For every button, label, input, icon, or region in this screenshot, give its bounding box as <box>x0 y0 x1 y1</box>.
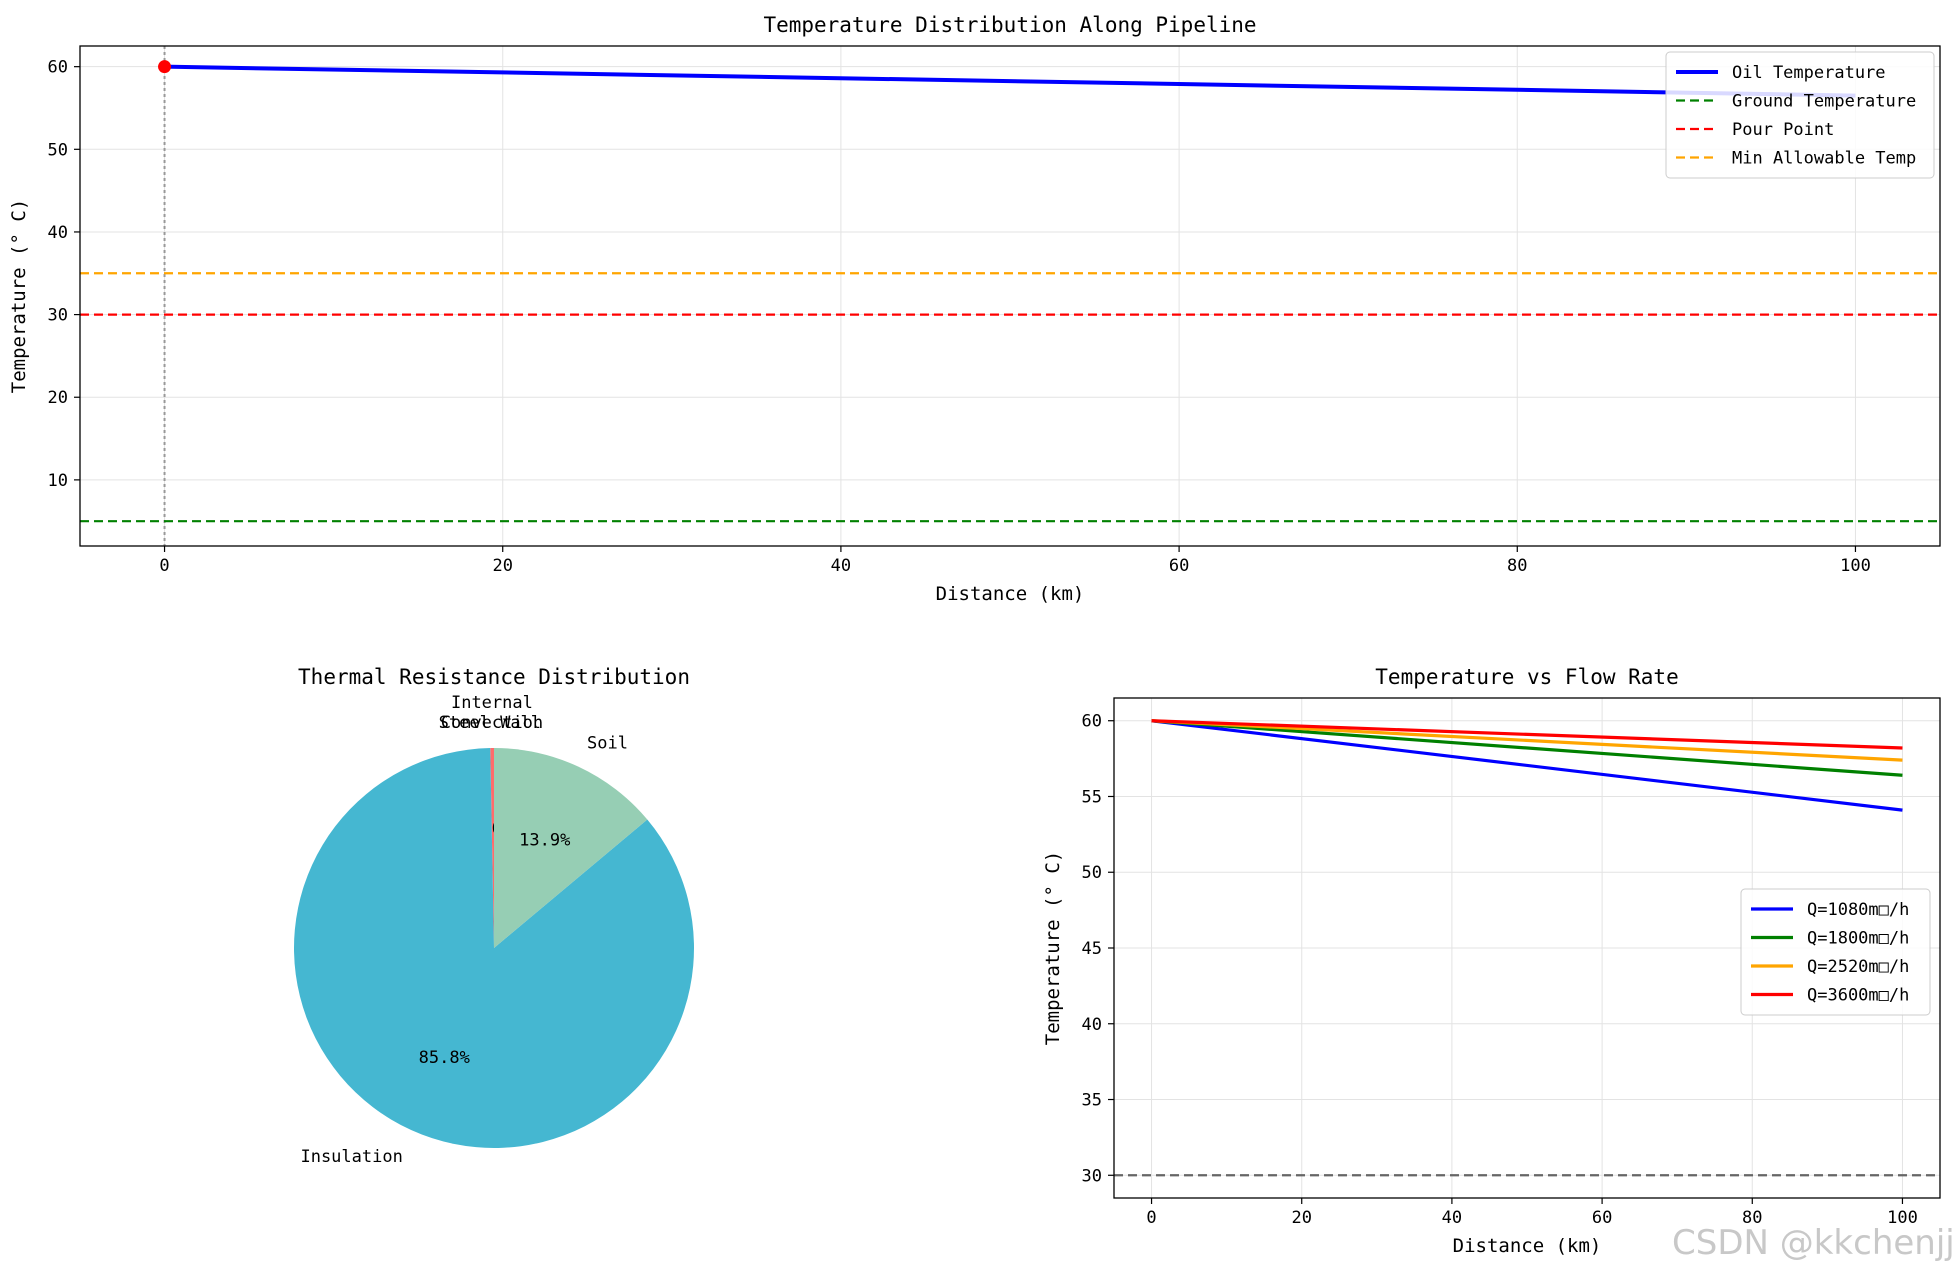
chart-title: Temperature vs Flow Rate <box>1375 665 1678 689</box>
y-axis-label: Temperature (° C) <box>8 199 30 393</box>
y-tick-label: 40 <box>48 223 68 243</box>
pie-category-label: Insulation <box>300 1147 402 1167</box>
legend-label: Oil Temperature <box>1732 63 1886 83</box>
y-tick-label: 30 <box>48 306 68 326</box>
x-tick-label: 80 <box>1507 556 1527 576</box>
pie-pct-label: 13.9% <box>519 830 570 850</box>
series-line-0 <box>1151 719 1903 812</box>
plot-frame <box>79 45 1941 547</box>
series-line-3 <box>1151 719 1903 750</box>
x-tick-label: 60 <box>1169 556 1189 576</box>
y-tick-label: 10 <box>48 471 68 491</box>
x-tick-label: 0 <box>159 556 169 576</box>
x-tick-label: 20 <box>1291 1208 1311 1228</box>
pie-pct-label: 85.8% <box>419 1048 470 1068</box>
legend: Oil Temperature Ground Temperature Pour Po… <box>1665 51 1935 179</box>
y-tick-label: 35 <box>1082 1091 1102 1111</box>
legend-label: Q=1800m□/h <box>1807 929 1909 949</box>
y-tick-label: 50 <box>1082 863 1102 883</box>
pie-slice-2 <box>293 748 694 1148</box>
y-tick-label: 55 <box>1082 787 1102 807</box>
x-tick-label: 40 <box>831 556 851 576</box>
chart-temperature-distribution: 0 20 40 60 80 100 10 20 30 40 50 60 Temperature Dist… <box>8 13 1941 605</box>
y-axis-label: Temperature (° C) <box>1042 851 1064 1045</box>
legend-label: Q=3600m□/h <box>1807 986 1909 1006</box>
x-tick-label: 100 <box>1887 1208 1918 1228</box>
y-tick-label: 20 <box>48 388 68 408</box>
legend-label: Q=1080m□/h <box>1807 900 1909 920</box>
y-tick-label: 50 <box>48 140 68 160</box>
watermark: CSDN @kkchenjj <box>1672 1223 1955 1263</box>
chart-title: Thermal Resistance Distribution <box>298 665 690 689</box>
x-tick-label: 60 <box>1592 1208 1612 1228</box>
legend-label: Q=2520m□/h <box>1807 957 1909 977</box>
y-tick-label: 30 <box>1082 1166 1102 1186</box>
x-tick-label: 80 <box>1742 1208 1762 1228</box>
pie-category-label: Soil <box>587 734 628 754</box>
pie-category-label: Internal <box>451 693 533 713</box>
x-tick-label: 100 <box>1840 556 1871 576</box>
y-tick-label: 60 <box>48 58 68 78</box>
pie-category-label: Convection <box>441 713 543 733</box>
x-tick-label: 0 <box>1146 1208 1156 1228</box>
start-point-marker <box>158 60 172 74</box>
x-axis-label: Distance (km) <box>1453 1235 1602 1257</box>
legend-box <box>1665 51 1935 179</box>
legend-label: Pour Point <box>1732 120 1834 140</box>
series-line-0 <box>164 64 1856 98</box>
chart-thermal-resistance-pie: Thermal Resistance Distribution0.3%Inter… <box>293 665 694 1167</box>
series-line-2 <box>1151 719 1903 762</box>
legend-box <box>1740 888 1931 1016</box>
series-line-1 <box>1151 719 1903 777</box>
y-tick-label: 40 <box>1082 1015 1102 1035</box>
pie-category-label: Steel Wall <box>439 713 541 733</box>
legend-label: Min Allowable Temp <box>1732 149 1916 169</box>
pie-slice-0 <box>490 748 494 948</box>
y-tick-label: 45 <box>1082 939 1102 959</box>
x-tick-label: 40 <box>1442 1208 1462 1228</box>
chart-title: Temperature Distribution Along Pipeline <box>763 13 1256 37</box>
pie-slice-3 <box>494 748 648 948</box>
x-axis-label: Distance (km) <box>936 583 1085 605</box>
y-tick-label: 60 <box>1082 712 1102 732</box>
x-tick-label: 20 <box>492 556 512 576</box>
legend: Q=1080m□/h Q=1800m□/h Q=2520m□/h Q=3600m□/h <box>1740 888 1931 1016</box>
chart-temperature-vs-flow-rate: 0 20 40 60 80 100 30 35 40 45 50 55 60 Temperature vs… <box>1042 665 1941 1257</box>
legend-label: Ground Temperature <box>1732 92 1916 112</box>
